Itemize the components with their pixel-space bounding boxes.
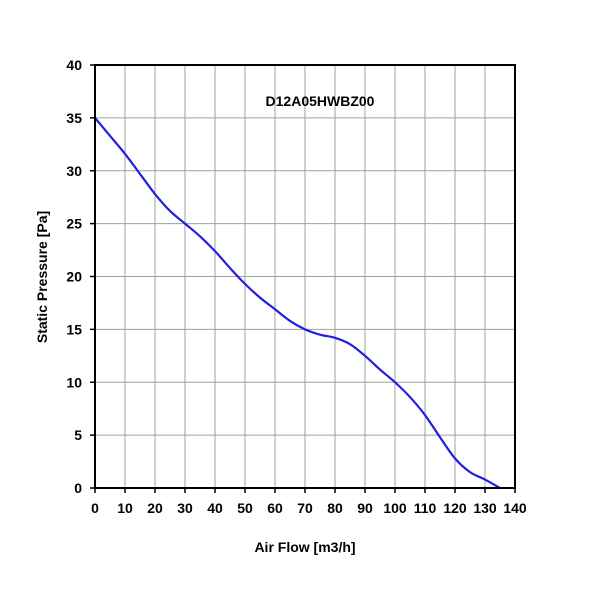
series-line (93, 116, 502, 490)
chart-title: D12A05HWBZ00 (266, 93, 375, 109)
x-tick-label: 110 (414, 500, 437, 516)
y-tick-label: 35 (66, 110, 82, 126)
tick-labels: 0 10 20 30 40 50 60 70 80 90 100 110 120 130 140 0 5 10 15… (66, 57, 526, 516)
x-tick-label: 60 (267, 500, 283, 516)
y-tick-label: 0 (74, 480, 82, 496)
y-tick-label: 40 (66, 57, 82, 73)
y-tick-label: 10 (66, 374, 82, 390)
x-tick-label: 140 (503, 500, 527, 516)
x-tick-label: 90 (357, 500, 373, 516)
x-tick-label: 30 (177, 500, 193, 516)
grid (90, 64, 516, 493)
x-axis-title: Air Flow [m3/h] (254, 539, 355, 555)
x-tick-label: 10 (117, 500, 133, 516)
x-tick-label: 40 (207, 500, 223, 516)
series (93, 116, 502, 490)
y-axis-title: Static Pressure [Pa] (34, 211, 50, 343)
plot-frame (94, 64, 516, 489)
y-tick-label: 20 (66, 269, 82, 285)
x-tick-label: 50 (237, 500, 253, 516)
x-tick-label: 20 (147, 500, 163, 516)
y-tick-label: 25 (66, 216, 82, 232)
y-tick-label: 15 (66, 321, 82, 337)
x-tick-label: 80 (327, 500, 343, 516)
x-tick-label: 70 (297, 500, 313, 516)
x-tick-label: 0 (91, 500, 99, 516)
y-tick-label: 5 (74, 427, 82, 443)
y-tick-label: 30 (66, 163, 82, 179)
x-tick-label: 120 (443, 500, 467, 516)
x-tick-label: 100 (383, 500, 407, 516)
x-tick-label: 130 (473, 500, 497, 516)
